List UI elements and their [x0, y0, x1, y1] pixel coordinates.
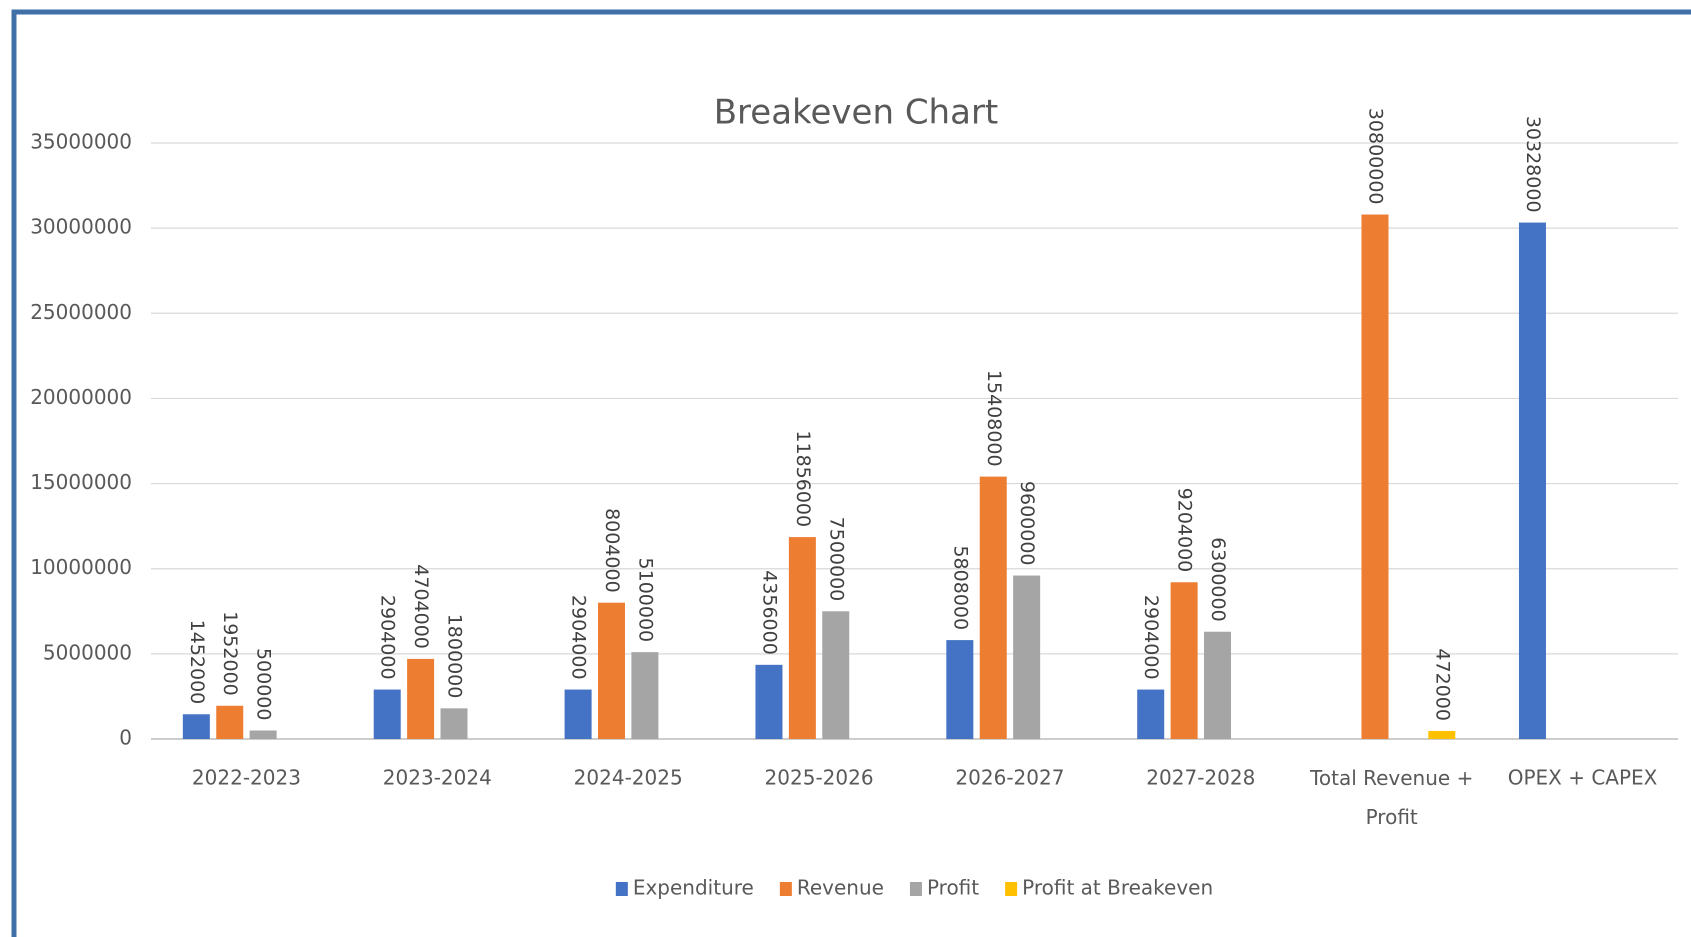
data-label: 5100000 [634, 558, 656, 643]
data-label: 472000 [1431, 648, 1453, 721]
x-tick-label: 2025-2026 [765, 766, 874, 790]
legend: Expenditure Revenue Profit Profit at Breake… [615, 876, 1213, 900]
bar [1518, 222, 1546, 739]
legend-label: Expenditure [633, 876, 754, 900]
bar [564, 689, 592, 739]
data-label: 9204000 [1174, 488, 1196, 573]
bar [182, 714, 210, 739]
x-tick-label: 2024-2025 [574, 766, 683, 790]
x-tick-label: 2027-2028 [1146, 766, 1255, 790]
y-tick-label: 30000000 [30, 215, 132, 239]
data-label: 30328000 [1522, 116, 1544, 213]
y-tick-label: 25000000 [30, 300, 132, 324]
bar [407, 658, 435, 739]
bar [1361, 214, 1389, 739]
y-tick-label: 0 [119, 726, 132, 750]
data-label: 7500000 [825, 517, 847, 602]
x-tick-label: 2022-2023 [192, 766, 301, 790]
legend-swatch [779, 882, 792, 896]
data-label: 9600000 [1016, 481, 1038, 566]
data-label: 6300000 [1207, 537, 1229, 622]
bar [788, 537, 816, 739]
bar [1204, 631, 1232, 739]
bar [1428, 730, 1456, 739]
data-label: 1952000 [219, 611, 241, 696]
bar [631, 652, 659, 739]
y-tick-label: 10000000 [30, 555, 132, 579]
legend-label: Revenue [797, 876, 884, 900]
data-label: 2904000 [377, 595, 399, 680]
y-tick-label: 20000000 [30, 385, 132, 409]
data-label: 1800000 [444, 614, 466, 699]
data-label: 2904000 [1140, 595, 1162, 680]
x-tick-label: 2023-2024 [383, 766, 492, 790]
x-tick-label: Total Revenue + Profit [1309, 766, 1473, 829]
bar [1137, 689, 1165, 739]
bar [1013, 575, 1041, 739]
legend-swatch [615, 882, 628, 896]
bar [249, 730, 277, 739]
data-label: 500000 [253, 648, 275, 721]
data-label: 4356000 [758, 570, 780, 655]
y-tick-label: 5000000 [43, 640, 132, 664]
data-label: 8004000 [601, 508, 623, 593]
bar [822, 611, 850, 739]
bar [1170, 582, 1198, 739]
data-label: 4704000 [410, 564, 432, 649]
x-tick-label: 2026-2027 [955, 766, 1064, 790]
chart-title: Breakeven Chart [714, 93, 999, 133]
legend-label: Profit at Breakeven [1022, 876, 1213, 900]
bar [755, 664, 783, 739]
legend-label: Profit [927, 876, 979, 900]
data-label: 30800000 [1364, 108, 1386, 205]
data-label: 2904000 [568, 595, 590, 680]
legend-swatch [1005, 882, 1018, 896]
bar [373, 689, 401, 739]
data-label: 15408000 [983, 370, 1005, 467]
bar [440, 708, 468, 739]
bar [946, 640, 974, 739]
data-label: 1452000 [186, 620, 208, 705]
x-tick-label: OPEX + CAPEX [1508, 766, 1658, 790]
legend-swatch [909, 882, 922, 896]
frame [11, 9, 1691, 937]
data-label: 11856000 [792, 430, 814, 527]
y-tick-label: 15000000 [30, 470, 132, 494]
bar [597, 602, 625, 739]
y-tick-label: 35000000 [30, 130, 132, 154]
bar [979, 476, 1007, 739]
bar [216, 705, 244, 739]
data-label: 5808000 [949, 545, 971, 630]
